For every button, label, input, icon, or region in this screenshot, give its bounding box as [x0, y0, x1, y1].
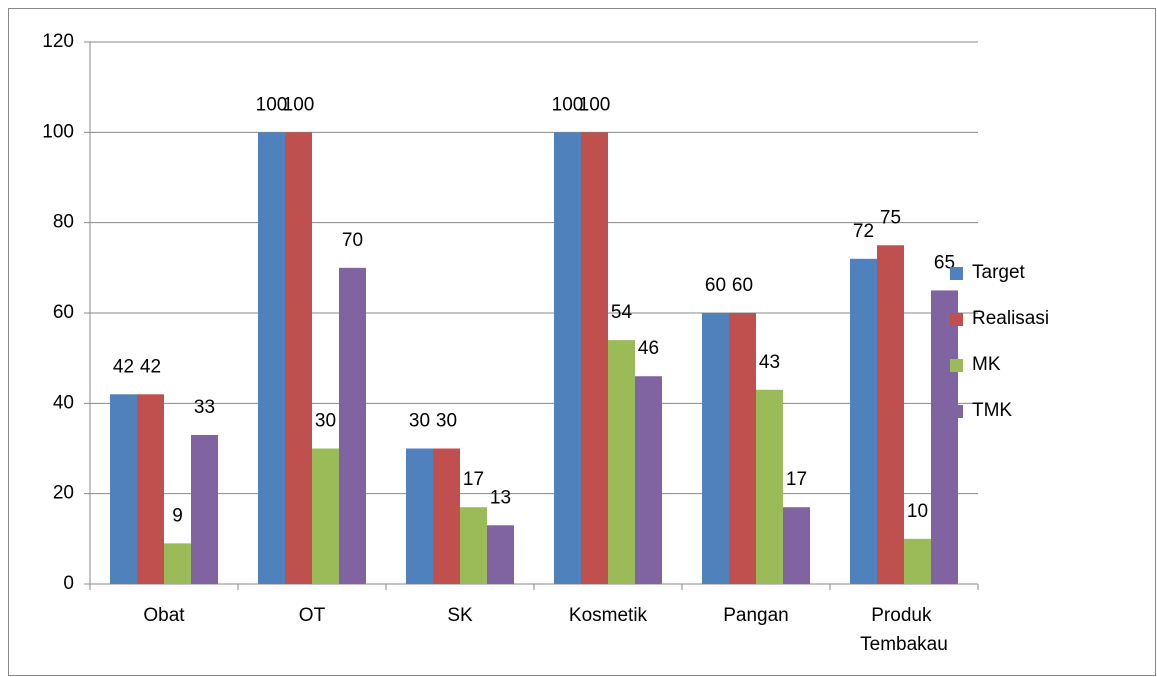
- y-tick-label: 40: [53, 392, 74, 413]
- data-label: 100: [552, 94, 584, 115]
- legend-label: Target: [972, 262, 1026, 283]
- bar: [756, 389, 783, 584]
- bar: [931, 290, 958, 584]
- data-label: 42: [113, 356, 134, 377]
- data-label: 65: [934, 252, 955, 273]
- x-tick-label: Kosmetik: [569, 605, 648, 626]
- bar: [285, 132, 312, 585]
- data-label: 30: [315, 411, 336, 432]
- data-label: 100: [579, 94, 611, 115]
- legend-swatch: [950, 267, 963, 280]
- bar: [433, 448, 460, 584]
- bar: [877, 245, 904, 584]
- y-tick-label: 60: [53, 302, 74, 323]
- data-label: 9: [172, 505, 183, 526]
- data-label: 46: [638, 338, 659, 359]
- bar: [608, 340, 635, 584]
- data-label: 75: [880, 207, 901, 228]
- legend-swatch: [950, 359, 963, 372]
- legend-label: TMK: [972, 400, 1012, 421]
- data-label: 60: [732, 275, 753, 296]
- legend-swatch: [950, 405, 963, 418]
- legend-swatch: [950, 313, 963, 326]
- y-tick-label: 80: [53, 212, 74, 233]
- y-tick-label: 20: [53, 483, 74, 504]
- bar: [191, 434, 218, 584]
- data-label: 17: [786, 469, 807, 490]
- data-label: 54: [611, 302, 633, 323]
- x-tick-label: Pangan: [723, 605, 789, 626]
- legend-label: MK: [972, 354, 1001, 375]
- x-tick-label: OT: [299, 605, 326, 626]
- data-label: 72: [853, 221, 874, 242]
- data-label: 10: [907, 501, 928, 522]
- bar: [258, 132, 285, 585]
- bar: [729, 313, 756, 584]
- bar: [487, 525, 514, 584]
- bar: [460, 507, 487, 584]
- x-tick-label: SK: [447, 605, 473, 626]
- data-label: 30: [436, 411, 457, 432]
- data-label: 100: [256, 94, 288, 115]
- bar: [581, 132, 608, 585]
- data-label: 60: [705, 275, 726, 296]
- data-label: 33: [194, 397, 215, 418]
- bar: [850, 258, 877, 584]
- data-label: 43: [759, 352, 780, 373]
- bar: [635, 376, 662, 584]
- y-tick-label: 0: [63, 573, 74, 594]
- data-label: 30: [409, 411, 430, 432]
- x-tick-label: Produk Tembakau: [860, 605, 948, 655]
- bar: [702, 313, 729, 584]
- bar: [137, 394, 164, 584]
- bar: [110, 394, 137, 584]
- bar: [783, 507, 810, 584]
- bar: [406, 448, 433, 584]
- bar: [164, 543, 191, 584]
- x-tick-label: Obat: [143, 605, 185, 626]
- bar: [312, 448, 339, 584]
- y-tick-label: 120: [42, 31, 74, 52]
- y-tick-label: 100: [42, 121, 74, 142]
- data-label: 100: [283, 94, 315, 115]
- legend-label: Realisasi: [972, 308, 1049, 329]
- data-label: 42: [140, 356, 161, 377]
- bar: [554, 132, 581, 585]
- data-label: 70: [342, 230, 363, 251]
- data-label: 17: [463, 469, 484, 490]
- data-label: 13: [490, 487, 511, 508]
- bar: [339, 267, 366, 584]
- bar: [904, 538, 931, 584]
